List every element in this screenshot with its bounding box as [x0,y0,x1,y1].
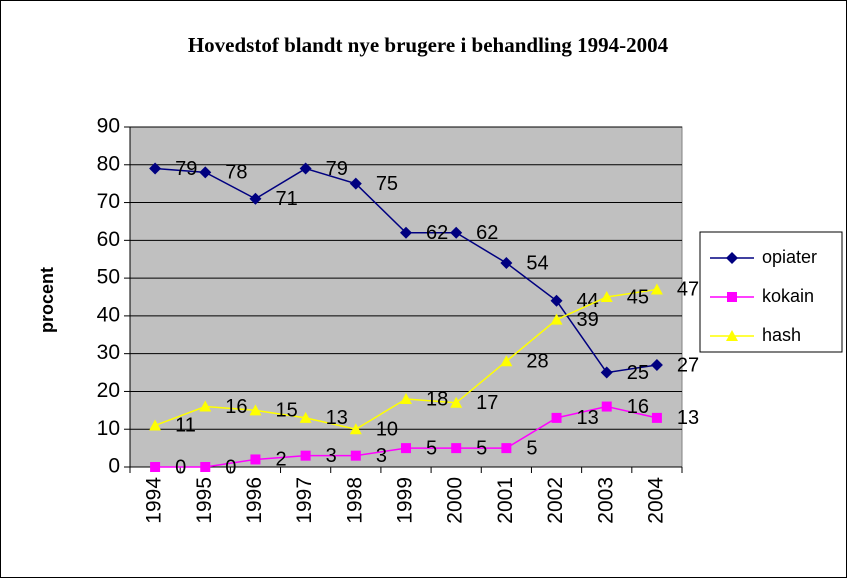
legend-box [699,231,843,353]
y-axis-label: procent [37,267,57,333]
marker [149,162,162,175]
marker [300,450,311,461]
data-label: 5 [526,437,537,459]
marker [726,252,738,264]
marker [349,177,362,190]
data-label: 0 [225,456,236,478]
x-tick-label: 1995 [193,477,216,524]
legend-label: opiater [762,247,817,267]
data-label: 13 [326,407,348,429]
marker [349,423,362,435]
x-tick-label: 1999 [394,477,417,524]
y-tick-label: 90 [97,115,120,138]
data-label: 18 [426,388,448,410]
data-label: 0 [175,456,186,478]
data-label: 13 [677,407,699,429]
data-label: 5 [476,437,487,459]
x-tick-label: 1996 [243,477,266,524]
x-tick-label: 1997 [293,477,316,524]
x-tick-label: 2003 [594,477,617,524]
x-tick-label: 1994 [143,477,166,524]
x-tick-label: 1998 [343,477,366,524]
marker [249,404,262,416]
marker [600,366,613,379]
x-tick-label: 2001 [494,477,517,524]
marker [500,257,513,269]
marker [451,443,462,454]
marker [200,462,211,472]
marker [726,330,738,341]
data-label: 39 [577,309,599,331]
marker [350,450,361,461]
marker [299,411,312,423]
data-label: 3 [376,445,387,467]
y-tick-label: 0 [108,455,120,478]
y-tick-label: 20 [97,379,120,402]
data-label: 45 [627,286,649,308]
data-label: 17 [476,392,498,414]
legend-label: hash [762,325,801,345]
plot-area [129,126,683,468]
data-label: 2 [275,449,286,471]
y-tick-label: 30 [97,341,120,364]
marker [400,393,412,404]
data-label: 62 [476,222,498,244]
data-label: 47 [677,279,699,301]
data-label: 54 [526,252,548,274]
marker [199,166,212,179]
y-tick-label: 40 [97,303,120,326]
data-label: 10 [376,419,398,441]
marker [149,419,162,431]
data-label: 13 [577,407,599,429]
data-label: 5 [426,437,437,459]
legend-label: kokain [762,286,814,306]
data-label: 71 [275,188,297,210]
chart-title: Hovedstof blandt nye brugere i behandlin… [188,33,669,57]
data-label: 79 [175,158,197,180]
x-tick-label: 2004 [644,477,667,524]
marker [727,292,737,302]
data-label: 11 [175,415,196,437]
marker [150,462,161,472]
data-label: 25 [627,362,649,384]
marker [299,162,312,175]
marker [600,291,613,302]
x-tick-label: 2002 [544,477,567,524]
marker [401,443,411,454]
data-label: 62 [426,222,448,244]
marker [601,401,612,412]
marker [249,192,262,205]
marker [199,400,212,412]
marker [650,359,663,371]
marker [450,396,463,408]
marker [450,226,463,239]
marker [550,313,563,325]
data-label: 16 [225,396,247,418]
data-label: 75 [376,173,398,195]
data-label: 78 [225,162,247,184]
marker [650,283,663,295]
data-label: 28 [526,351,548,373]
y-tick-label: 60 [97,228,120,251]
y-tick-label: 10 [97,417,120,440]
data-label: 15 [275,400,297,422]
data-label: 27 [677,354,699,376]
marker [501,443,512,454]
data-label: 16 [627,396,649,418]
y-tick-label: 50 [97,266,120,289]
marker [250,454,261,465]
data-label: 44 [577,290,599,312]
marker [551,412,562,423]
data-label: 3 [326,445,337,467]
x-tick-label: 2000 [444,477,467,524]
y-tick-label: 80 [97,152,120,175]
data-label: 79 [326,158,348,180]
y-tick-label: 70 [97,190,120,213]
marker [651,412,662,423]
marker [400,226,412,239]
marker [500,355,513,367]
marker [550,294,563,307]
